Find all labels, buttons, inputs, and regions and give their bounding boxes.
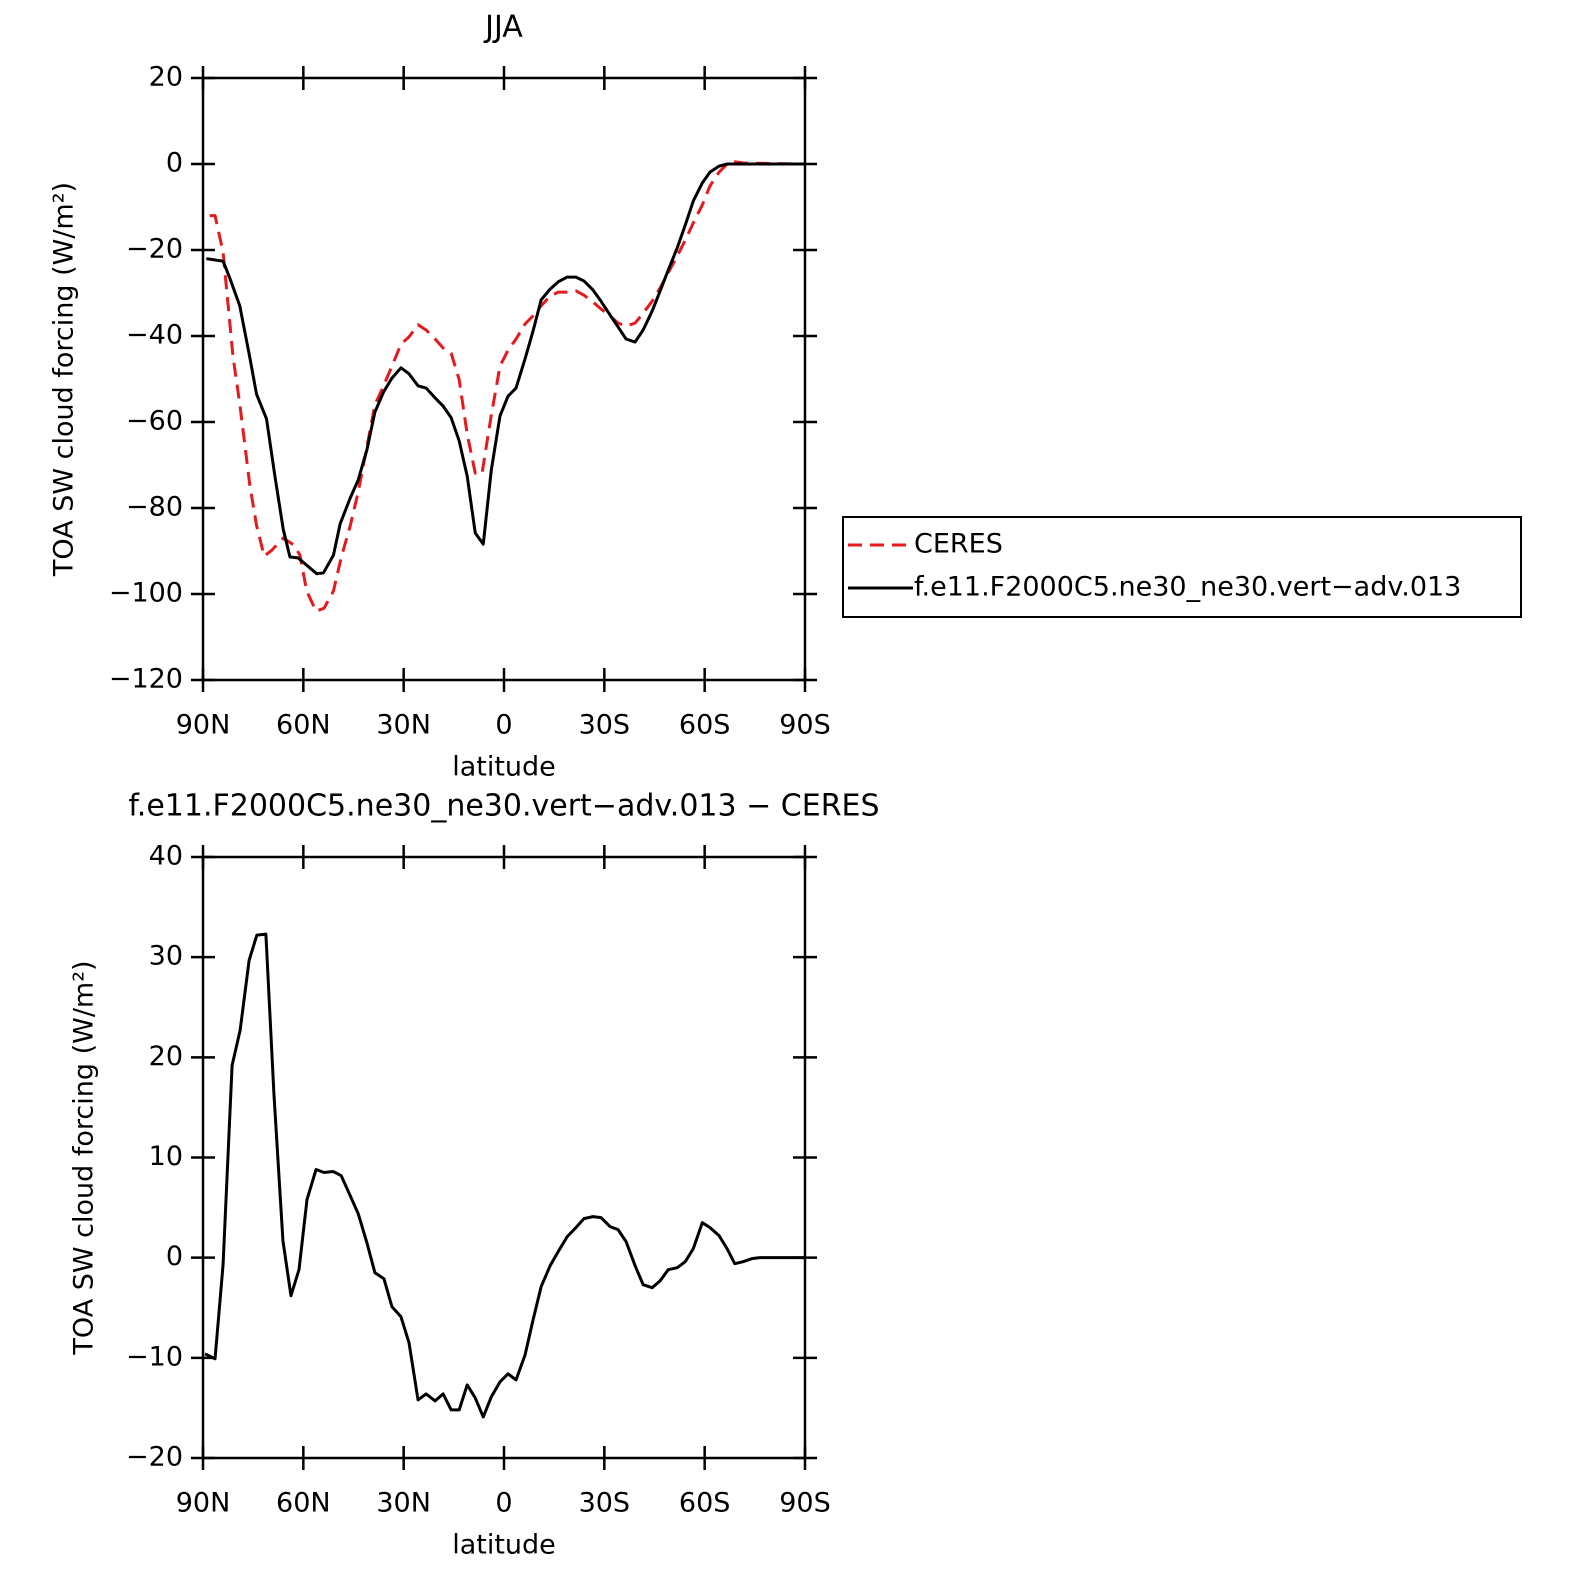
legend-label: CERES: [914, 529, 1003, 560]
y-tick-label: −40: [126, 320, 183, 351]
x-axis-label: latitude: [452, 752, 556, 783]
y-tick-label: 0: [166, 1241, 183, 1272]
x-tick-label: 60N: [276, 710, 331, 741]
y-tick-label: 40: [149, 841, 183, 872]
y-tick-label: 30: [149, 941, 183, 972]
x-tick-label: 60N: [276, 1488, 331, 1519]
y-tick-label: 20: [149, 62, 183, 93]
x-tick-label: 90S: [779, 1488, 831, 1519]
x-tick-label: 30S: [579, 1488, 631, 1519]
x-tick-label: 90N: [176, 1488, 231, 1519]
x-tick-label: 60S: [679, 710, 731, 741]
y-tick-label: −100: [109, 578, 183, 609]
x-tick-label: 90S: [779, 710, 831, 741]
y-tick-label: −60: [126, 406, 183, 437]
x-tick-label: 90N: [176, 710, 231, 741]
chart-title: f.e11.F2000C5.ne30_ne30.vert−adv.013 − C…: [128, 789, 879, 824]
x-axis-label: latitude: [452, 1530, 556, 1561]
plot-frame: [201, 855, 807, 1460]
legend-frame: [842, 516, 1522, 618]
y-axis-label: TOA SW cloud forcing (W/m²): [69, 960, 100, 1355]
x-tick-label: 30S: [579, 710, 631, 741]
chart-title: JJA: [483, 10, 523, 45]
y-tick-label: −20: [126, 234, 183, 265]
y-tick-label: −20: [126, 1442, 183, 1473]
data-line: [204, 932, 805, 1419]
y-axis-label: TOA SW cloud forcing (W/m²): [49, 182, 80, 577]
x-tick-label: 30N: [376, 710, 431, 741]
y-tick-label: 20: [149, 1041, 183, 1072]
x-tick-label: 30N: [376, 1488, 431, 1519]
y-tick-label: −10: [126, 1341, 183, 1372]
y-tick-label: 0: [166, 148, 183, 179]
y-tick-label: −80: [126, 492, 183, 523]
y-tick-label: −120: [109, 664, 183, 695]
y-tick-label: 10: [149, 1141, 183, 1172]
legend-label: f.e11.F2000C5.ne30_ne30.vert−adv.013: [914, 572, 1461, 603]
data-line: [206, 162, 805, 576]
data-line: [209, 160, 806, 613]
x-tick-label: 60S: [679, 1488, 731, 1519]
x-tick-label: 0: [495, 1488, 512, 1519]
x-tick-label: 0: [495, 710, 512, 741]
